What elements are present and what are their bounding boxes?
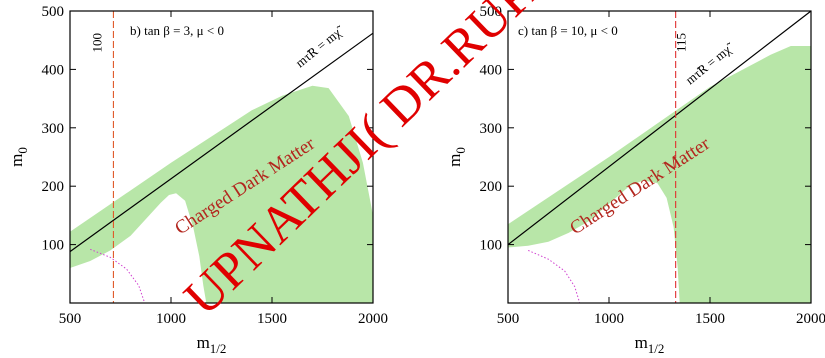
y-tick-label: 100 [42,238,65,254]
x-tick-label: 1000 [156,311,186,327]
y-tick-label: 200 [42,179,65,195]
x-tick-label: 2000 [358,311,388,327]
charged-dark-matter-region [70,85,373,303]
vline-label: 100 [89,33,104,53]
charged-dark-matter-region [508,46,811,303]
y-tick-label: 500 [480,4,503,20]
panel-label: b) tan β = 3, μ < 0 [130,23,224,38]
panel-c: 115 500 1000 1500 2000 100 200 300 400 500 m1/2 m0 c… [445,4,825,356]
stau-neutralino-boundary-line [69,32,374,253]
x-axis-label: m1/2 [635,333,665,356]
x-tick-label: 500 [497,311,520,327]
y-tick-label: 300 [480,121,503,137]
x-axis-label: m1/2 [197,333,227,356]
x-tick-label: 1500 [695,311,725,327]
x-tick-label: 1000 [594,311,624,327]
panel-label: c) tan β = 10, μ < 0 [518,23,618,38]
plot-frame [69,10,374,304]
x-tick-label: 1500 [257,311,287,327]
y-tick-label: 400 [480,62,503,78]
y-tick-label: 100 [480,238,503,254]
panel-b: 100 500 1000 1500 2000 100 200 300 400 500 m1/2 m0 b… [7,4,388,356]
dotted-contour-line [528,249,581,304]
y-axis-label: m0 [7,147,30,167]
y-axis-label: m0 [445,147,468,167]
vline-label: 115 [674,33,689,52]
y-tick-label: 400 [42,62,65,78]
plot-frame [507,10,812,304]
boundary-label: mτ̃R = mχ̃ [292,22,347,71]
x-tick-label: 2000 [796,311,825,327]
x-tick-label: 500 [59,311,82,327]
y-tick-label: 500 [42,4,65,20]
dotted-contour-line [90,248,146,304]
y-tick-label: 200 [480,179,503,195]
stau-neutralino-boundary-line [507,10,812,246]
y-tick-label: 300 [42,121,65,137]
